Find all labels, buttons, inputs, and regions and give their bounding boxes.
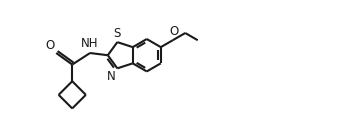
- Text: O: O: [46, 39, 55, 52]
- Text: O: O: [169, 25, 178, 38]
- Text: NH: NH: [81, 37, 99, 50]
- Text: S: S: [114, 26, 121, 39]
- Text: N: N: [106, 70, 115, 83]
